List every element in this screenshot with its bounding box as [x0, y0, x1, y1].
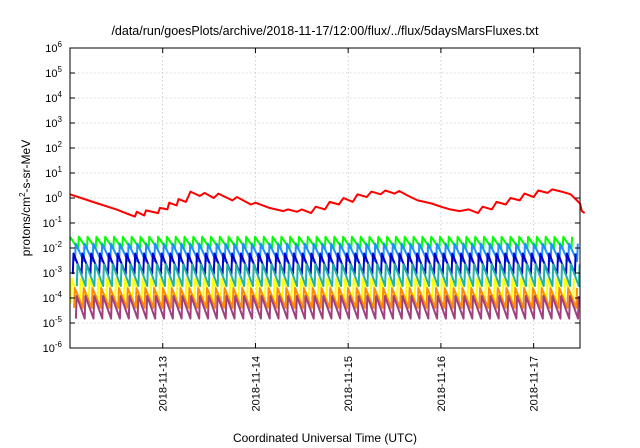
x-axis: 2018-11-13 2018-11-14 2018-11-15 2018-11-16… [158, 48, 541, 411]
series-line-8 [74, 295, 580, 320]
y-tick-label: 103 [45, 115, 62, 130]
y-axis-label-rest: -s-sr-MeV [19, 140, 33, 193]
y-tick-label: 101 [45, 165, 62, 180]
series-layer [69, 188, 586, 320]
y-tick-label: 10-4 [43, 290, 63, 305]
x-tick-label: 2018-11-15 [343, 356, 355, 411]
series-line-1 [69, 188, 586, 218]
x-axis-label: Coordinated Universal Time (UTC) [233, 431, 417, 445]
y-axis-label: protons/cm2-s-sr-MeV [18, 140, 33, 256]
x-tick-label: 2018-11-16 [436, 356, 448, 411]
series-line-5 [75, 263, 581, 288]
series-line-3 [74, 242, 579, 263]
y-tick-label: 105 [45, 65, 62, 80]
y-tick-label: 10-2 [43, 240, 63, 255]
y-tick-label: 106 [45, 40, 62, 55]
chart-title: /data/run/goesPlots/archive/2018-11-17/1… [111, 24, 539, 38]
y-axis: 10-6 10-5 10-4 10-3 10-2 10-1 100 101 102 103 104 1… [43, 40, 580, 355]
y-axis-label-sup: 2 [18, 192, 27, 197]
y-tick-label: 100 [45, 190, 62, 205]
y-axis-label-main: protons/cm [19, 197, 33, 256]
x-tick-label: 2018-11-14 [250, 356, 262, 411]
y-tick-label: 10-5 [43, 315, 63, 330]
y-tick-label: 10-6 [43, 340, 63, 355]
y-tick-label: 10-3 [43, 265, 63, 280]
y-tick-label: 104 [45, 90, 62, 105]
y-tick-label: 102 [45, 140, 62, 155]
series-line-7 [73, 287, 578, 309]
x-tick-label: 2018-11-17 [529, 356, 541, 411]
x-tick-label: 2018-11-13 [158, 356, 170, 411]
y-tick-label: 10-1 [43, 215, 63, 230]
